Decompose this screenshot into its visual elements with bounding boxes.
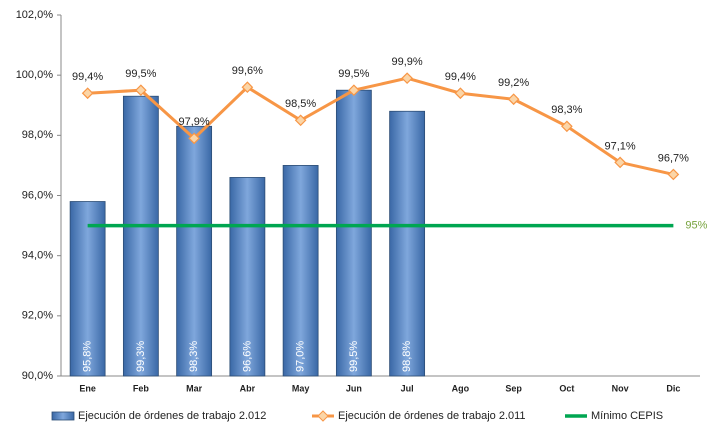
legend-swatch <box>51 411 75 421</box>
line-value-label: 99,5% <box>338 68 369 80</box>
y-tick-label: 102,0% <box>16 9 54 21</box>
line-value-label: 96,7% <box>658 152 689 164</box>
legend-swatch-marker <box>317 410 329 422</box>
bar-value-label: 99,5% <box>348 341 360 372</box>
y-tick-label: 100,0% <box>16 69 54 81</box>
x-tick-label: Dic <box>666 383 680 393</box>
x-tick-label: Jun <box>346 383 362 393</box>
line-marker <box>294 114 307 127</box>
y-tick-label: 96,0% <box>22 189 53 201</box>
bar <box>389 110 426 377</box>
line-value-label: 98,5% <box>285 98 316 110</box>
bar-value-label: 97,0% <box>295 341 307 372</box>
y-tick-label: 98,0% <box>22 129 53 141</box>
bar <box>335 89 372 377</box>
x-tick-label: Feb <box>133 383 150 393</box>
x-tick-label: Sep <box>505 383 522 393</box>
bar-value-label: 96,6% <box>241 341 253 372</box>
x-tick-label: Abr <box>240 383 256 393</box>
line <box>87 76 674 176</box>
bar <box>282 165 319 377</box>
line-marker <box>241 81 254 94</box>
x-tick-label: Jul <box>401 383 414 393</box>
legend-label: Ejecución de órdenes de trabajo 2.011 <box>338 410 526 422</box>
x-tick-label: Oct <box>559 383 574 393</box>
legend-label: Mínimo CEPIS <box>591 410 663 422</box>
y-tick-label: 92,0% <box>22 310 53 322</box>
x-tick-label: May <box>292 383 310 393</box>
line-value-label: 99,2% <box>498 77 529 89</box>
x-tick-label: Nov <box>612 383 629 393</box>
line-value-label: 99,6% <box>232 65 263 77</box>
line-value-label: 99,4% <box>445 71 476 83</box>
line-marker <box>507 93 520 106</box>
y-tick-label: 90,0% <box>22 370 53 382</box>
bar-value-label: 98,3% <box>188 341 200 372</box>
x-tick-label: Ene <box>79 383 96 393</box>
line-value-label: 98,3% <box>551 104 582 116</box>
x-tick-label: Mar <box>186 383 203 393</box>
y-tick-label: 94,0% <box>22 250 53 262</box>
bar <box>176 125 213 377</box>
line-marker <box>454 87 467 100</box>
bar <box>122 95 159 377</box>
bar <box>69 201 106 377</box>
bar-value-label: 98,8% <box>401 341 413 372</box>
line-marker <box>561 120 573 133</box>
bar <box>229 177 266 377</box>
x-tick-label: Ago <box>452 383 470 393</box>
line-marker <box>614 156 626 169</box>
line-value-label: 99,9% <box>392 56 423 68</box>
bar-value-label: 99,3% <box>135 341 147 372</box>
line-marker <box>135 84 147 97</box>
legend-label: Ejecución de órdenes de trabajo 2.012 <box>78 410 266 422</box>
line-marker <box>188 132 200 145</box>
line-marker <box>667 168 680 181</box>
minimum-label: 95% <box>685 219 707 231</box>
line-value-label: 97,1% <box>605 140 636 152</box>
line-marker <box>401 72 413 85</box>
line-value-label: 99,4% <box>72 71 103 83</box>
line-marker <box>348 84 360 97</box>
line-marker <box>81 87 94 100</box>
line-value-label: 99,5% <box>125 68 156 80</box>
bar-value-label: 95,8% <box>82 341 94 372</box>
line-value-label: 97,9% <box>179 116 210 128</box>
